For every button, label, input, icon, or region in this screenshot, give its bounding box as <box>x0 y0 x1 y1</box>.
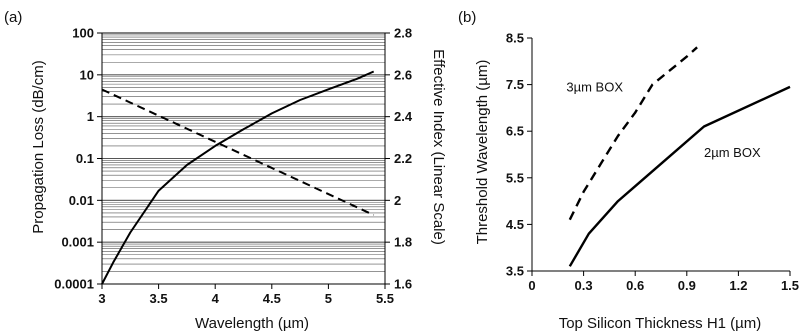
left-y-tick-label: 1 <box>87 109 94 124</box>
right-y-tick-label: 2 <box>394 193 401 208</box>
x-tick-label: 4.5 <box>263 291 281 306</box>
right-y-tick-label: 2.8 <box>394 26 412 41</box>
right-y-tick-label: 1.8 <box>394 235 412 250</box>
annotation-3um-box: 3µm BOX <box>566 80 623 95</box>
annotation-2um-box: 2µm BOX <box>704 145 761 160</box>
panel-b-y-ticks: 3.5 4.5 5.5 6.5 7.5 8.5 <box>506 31 532 279</box>
panel-b-series <box>568 46 791 267</box>
x-tick-label: 3 <box>98 291 105 306</box>
left-y-tick-label: 100 <box>72 26 94 41</box>
x-tick-label: 3.5 <box>150 291 168 306</box>
panel-b-label: (b) <box>458 9 476 26</box>
y-tick-label: 4.5 <box>506 217 524 232</box>
panel-b-x-ticks: 0 0.3 0.6 0.9 1.2 1.5 <box>528 271 799 293</box>
panel-a-right-y-axis-label: Effective Index (Linear Scale) <box>430 49 447 245</box>
x-tick-label: 0.3 <box>575 278 593 293</box>
panel-a-left-y-ticks: 0.0001 0.001 0.01 0.1 1 10 100 <box>54 26 102 292</box>
right-y-tick-label: 2.6 <box>394 67 412 82</box>
y-tick-label: 8.5 <box>506 31 524 46</box>
panel-a-right-y-ticks: 1.6 1.8 2 2.2 2.4 2.6 2.8 <box>385 26 413 292</box>
panel-a-left-y-axis-label: Propagation Loss (dB/cm) <box>30 60 47 233</box>
box-2um-line <box>568 85 791 267</box>
effective-index-line <box>101 88 375 216</box>
panel-a-series <box>101 70 375 285</box>
right-y-tick-label: 1.6 <box>394 277 412 292</box>
left-y-tick-label: 0.01 <box>69 193 94 208</box>
right-y-tick-label: 2.4 <box>394 109 413 124</box>
y-tick-label: 6.5 <box>506 124 524 139</box>
x-tick-label: 0.6 <box>626 278 644 293</box>
panel-a-x-axis-label: Wavelength (µm) <box>195 315 309 332</box>
box-3um-line <box>568 46 698 221</box>
panel-b-axes <box>531 38 790 272</box>
panel-a-gridlines <box>102 32 385 285</box>
x-tick-label: 5.5 <box>376 291 394 306</box>
panel-a-label: (a) <box>4 9 22 26</box>
y-tick-label: 5.5 <box>506 170 524 185</box>
panel-a-x-ticks: 3 3.5 4 4.5 5 5.5 <box>98 284 394 306</box>
panel-a-chart: (a) 3 3.5 4 4.5 5 5.5 0.0001 0.001 0.01 0.1 1 10 10… <box>4 9 447 332</box>
panel-b-y-axis-label: Threshold Wavelength (µm) <box>474 60 491 245</box>
x-tick-label: 5 <box>325 291 332 306</box>
x-tick-label: 1.2 <box>729 278 747 293</box>
right-y-tick-label: 2.2 <box>394 151 412 166</box>
x-tick-label: 0 <box>528 278 535 293</box>
y-tick-label: 7.5 <box>506 77 524 92</box>
x-tick-label: 4 <box>212 291 220 306</box>
panel-b-chart: (b) 0 0.3 0.6 0.9 1.2 1.5 3.54.55.56.57.58.5 … <box>458 9 799 332</box>
x-tick-label: 1.5 <box>781 278 799 293</box>
left-y-tick-label: 10 <box>80 67 94 82</box>
left-y-tick-label: 0.0001 <box>54 277 94 292</box>
left-y-tick-label: 0.1 <box>76 151 94 166</box>
y-tick-label: 3.5 <box>506 264 524 279</box>
panel-b-x-axis-label: Top Silicon Thickness H1 (µm) <box>559 315 762 332</box>
x-tick-label: 0.9 <box>678 278 696 293</box>
propagation-loss-line <box>101 70 375 285</box>
left-y-tick-label: 0.001 <box>61 235 94 250</box>
